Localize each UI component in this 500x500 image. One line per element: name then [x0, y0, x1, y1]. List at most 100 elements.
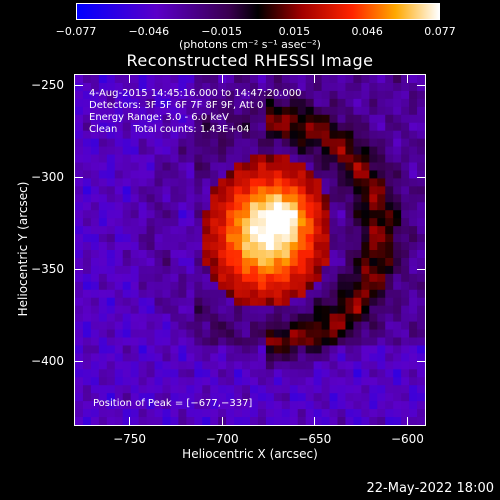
heatmap-cell	[401, 130, 410, 140]
heatmap-cell	[329, 202, 339, 211]
heatmap-cell	[250, 289, 259, 299]
heatmap-cell	[385, 138, 394, 148]
heatmap-cell	[329, 401, 339, 410]
heatmap-cell	[385, 393, 394, 402]
heatmap-cell	[289, 329, 299, 339]
heatmap-cell	[146, 257, 156, 267]
heatmap-cell	[353, 305, 362, 315]
heatmap-cell	[305, 361, 315, 370]
heatmap-cell	[194, 250, 203, 259]
heatmap-cell	[250, 162, 259, 172]
heatmap-cell	[305, 138, 315, 148]
heatmap-cell	[353, 337, 362, 347]
heatmap-cell	[321, 265, 331, 275]
heatmap-cell	[226, 178, 235, 187]
heatmap-cell	[130, 154, 140, 164]
heatmap-cell	[202, 114, 211, 124]
heatmap-cell	[210, 329, 219, 339]
heatmap-cell	[361, 273, 370, 283]
heatmap-cell	[194, 242, 203, 251]
heatmap-cell	[281, 202, 291, 211]
heatmap-cell	[218, 130, 227, 140]
heatmap-cell	[329, 409, 339, 418]
heatmap-cell	[90, 170, 100, 180]
heatmap-cell	[98, 210, 108, 219]
heatmap-cell	[210, 393, 219, 402]
heatmap-cell	[98, 321, 108, 331]
y-tick-mark	[74, 268, 83, 270]
heatmap-cell	[234, 385, 243, 394]
y-tick-label: −250	[31, 78, 64, 93]
heatmap-cell	[305, 305, 315, 315]
heatmap-cell	[75, 265, 84, 275]
heatmap-cell	[178, 98, 187, 108]
heatmap-cell	[353, 90, 362, 100]
heatmap-cell	[138, 186, 148, 195]
heatmap-cell	[345, 353, 355, 362]
heatmap-cell	[154, 377, 164, 386]
heatmap-cell	[393, 257, 402, 267]
heatmap-cell	[385, 130, 394, 140]
heatmap-cell	[82, 210, 92, 219]
heatmap-cell	[250, 337, 259, 347]
heatmap-cell	[114, 281, 124, 291]
heatmap-cell	[106, 313, 116, 323]
heatmap-cell	[122, 178, 132, 187]
heatmap-cell	[226, 401, 235, 410]
heatmap-cell	[401, 321, 410, 331]
y-tick-mark	[74, 360, 83, 362]
heatmap-cell	[154, 265, 164, 275]
heatmap-cell	[226, 242, 235, 251]
heatmap-cell	[218, 377, 227, 386]
heatmap-cell	[401, 385, 410, 394]
heatmap-cell	[98, 369, 108, 378]
heatmap-cell	[226, 130, 235, 140]
heatmap-cell	[289, 146, 299, 156]
heatmap-cell	[337, 226, 347, 235]
heatmap-cell	[361, 138, 370, 148]
heatmap-cell	[409, 226, 418, 235]
heatmap-cell	[250, 321, 259, 331]
heatmap-cell	[250, 313, 259, 323]
heatmap-cell	[106, 321, 116, 331]
heatmap-cell	[401, 122, 410, 132]
heatmap-cell	[194, 289, 203, 299]
heatmap-cell	[273, 82, 283, 92]
heatmap-cell	[297, 98, 307, 108]
heatmap-cell	[401, 170, 410, 180]
heatmap-cell	[106, 130, 116, 140]
heatmap-cell	[289, 401, 299, 410]
heatmap-cell	[337, 170, 347, 180]
heatmap-cell	[369, 162, 378, 172]
heatmap-cell	[401, 226, 410, 235]
heatmap-cell	[273, 130, 283, 140]
heatmap-cell	[401, 75, 410, 84]
heatmap-cell	[170, 250, 180, 259]
heatmap-cell	[194, 417, 203, 425]
heatmap-cell	[289, 186, 299, 195]
heatmap-cell	[98, 385, 108, 394]
heatmap-cell	[313, 297, 323, 307]
heatmap-cell	[345, 202, 355, 211]
heatmap-cell	[353, 130, 362, 140]
heatmap-cell	[75, 393, 84, 402]
heatmap-cell	[210, 321, 219, 331]
heatmap-cell	[369, 321, 378, 331]
heatmap-cell	[242, 242, 251, 251]
heatmap-cell	[289, 178, 299, 187]
heatmap-cell	[98, 98, 108, 108]
heatmap-cell	[226, 98, 235, 108]
heatmap-cell	[409, 90, 418, 100]
heatmap-cell	[194, 210, 203, 219]
heatmap-cell	[210, 146, 219, 156]
heatmap-cell	[409, 210, 418, 219]
heatmap-cell	[75, 385, 84, 394]
heatmap-cell	[250, 138, 259, 148]
heatmap-cell	[98, 265, 108, 275]
heatmap-cell	[162, 242, 172, 251]
heatmap-cell	[138, 385, 148, 394]
heatmap-cell	[75, 114, 84, 124]
heatmap-cell	[75, 369, 84, 378]
heatmap-cell	[265, 202, 275, 211]
heatmap-cell	[265, 154, 275, 164]
